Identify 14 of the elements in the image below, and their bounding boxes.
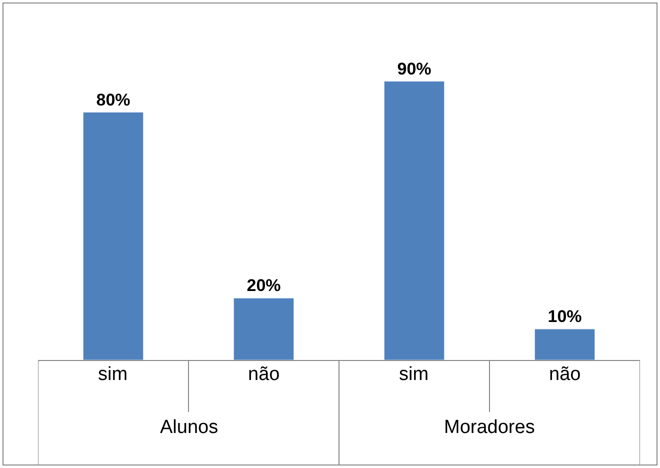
x-tick-label: sim xyxy=(98,364,128,385)
bar xyxy=(384,81,445,360)
data-label: 10% xyxy=(548,307,582,326)
text: Alunos xyxy=(160,417,218,438)
bar xyxy=(233,298,294,360)
data-label: 80% xyxy=(96,90,130,110)
bar xyxy=(534,328,596,360)
data-label: 20% xyxy=(246,276,281,296)
x-tick-label: sim xyxy=(399,364,429,385)
bar xyxy=(82,112,144,360)
text: Moradores xyxy=(444,417,535,438)
x-tick-label: não xyxy=(248,364,280,385)
x-tick-label: não xyxy=(549,364,581,385)
data-label: 90% xyxy=(397,59,432,78)
